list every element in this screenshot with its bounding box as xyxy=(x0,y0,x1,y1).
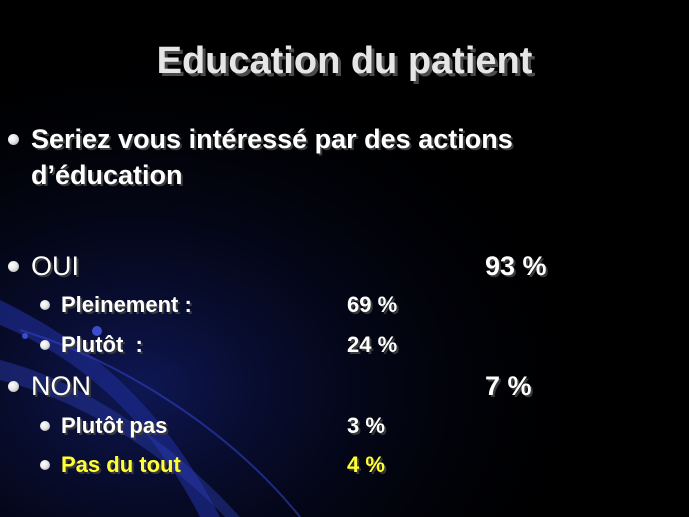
swoosh-outer xyxy=(0,300,220,517)
non-subitem-label: Pas du tout xyxy=(61,452,181,477)
bullet-icon xyxy=(40,460,50,470)
oui-subitem-pleinement: Pleinement : xyxy=(40,292,192,318)
bullet-icon xyxy=(8,134,19,145)
bullet-icon xyxy=(40,421,50,431)
non-subitem-value: 4 % xyxy=(347,452,385,477)
oui-item: OUI xyxy=(8,251,80,282)
dot-small xyxy=(22,333,28,339)
bullet-icon xyxy=(40,340,50,350)
oui-subitem-value: 69 % xyxy=(347,292,398,317)
oui-subitem-label: Plutôt : xyxy=(61,332,143,357)
swoosh-arc xyxy=(19,329,301,517)
question-line-2: d’éducation xyxy=(31,160,183,190)
dot-large xyxy=(92,326,102,336)
non-label: NON xyxy=(31,371,91,401)
non-subitem-pas-du-tout: Pas du tout xyxy=(40,452,181,478)
bullet-icon xyxy=(8,381,19,392)
oui-subitem-plutot: Plutôt : xyxy=(40,332,143,358)
slide-title: Education du patient xyxy=(156,40,533,82)
bullet-icon xyxy=(8,261,19,272)
oui-subitem-label: Pleinement : xyxy=(61,292,192,317)
oui-label: OUI xyxy=(31,251,80,281)
swoosh-inner xyxy=(0,360,240,517)
oui-value: 93 % xyxy=(485,251,547,281)
bullet-icon xyxy=(40,300,50,310)
question-item: Seriez vous intéressé par des actions xyxy=(8,124,513,155)
question-line-1: Seriez vous intéressé par des actions xyxy=(31,124,513,154)
non-subitem-plutot-pas: Plutôt pas xyxy=(40,413,168,439)
non-value: 7 % xyxy=(485,371,532,401)
non-subitem-value: 3 % xyxy=(347,413,385,438)
non-subitem-label: Plutôt pas xyxy=(61,413,168,438)
non-item: NON xyxy=(8,371,91,402)
question-item-continued: d’éducation xyxy=(31,160,183,191)
oui-subitem-value: 24 % xyxy=(347,332,398,357)
